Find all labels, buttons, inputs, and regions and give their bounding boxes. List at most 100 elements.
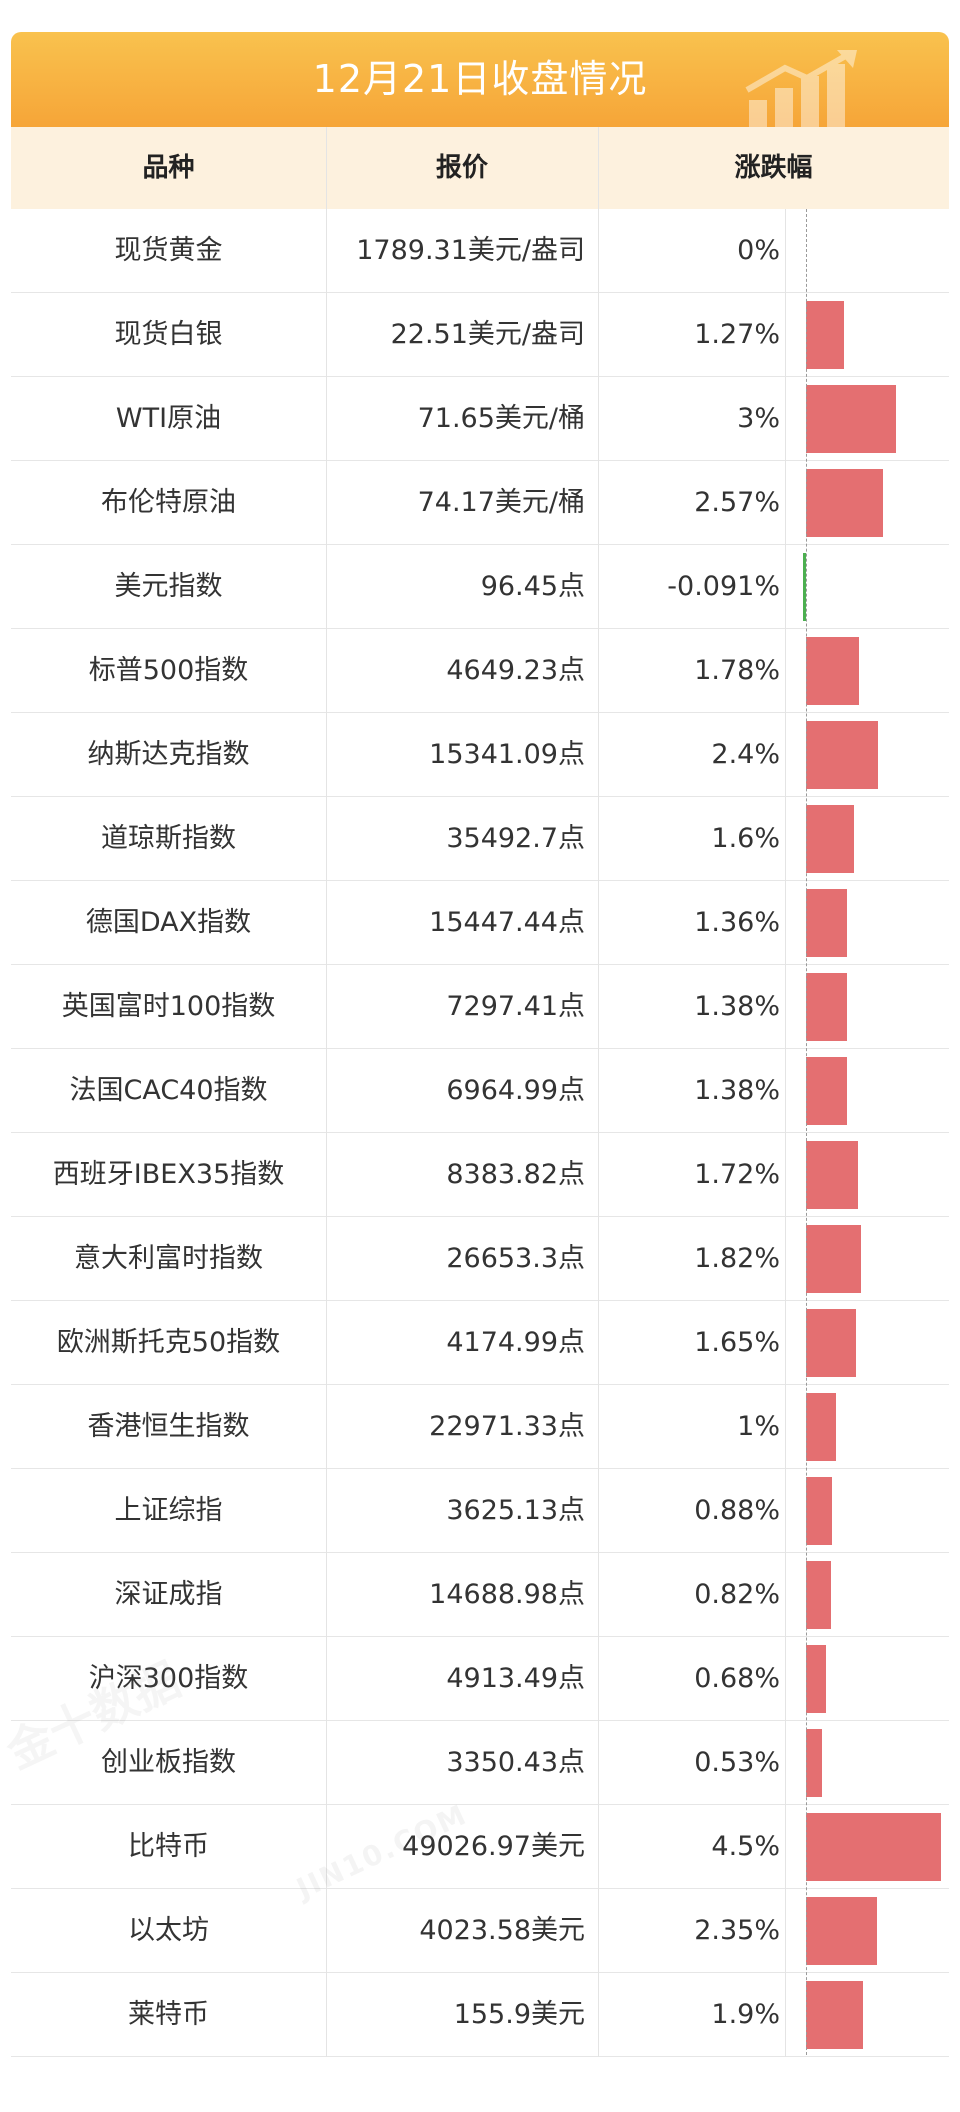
table-row: 莱特币 155.9美元 1.9% [11,1973,949,2057]
row-name: 道琼斯指数 [101,823,236,854]
change-bar [806,301,845,369]
row-divider [11,1216,949,1217]
page-title: 12月21日收盘情况 [312,57,648,101]
row-divider [11,712,949,713]
table-row: 标普500指数 4649.23点 1.78% [11,629,949,713]
change-bar [806,1981,863,2049]
row-change: 1.36% [694,907,780,938]
table-row: 现货白银 22.51美元/盎司 1.27% [11,293,949,377]
row-divider [11,1048,949,1049]
row-change: 2.57% [694,487,780,518]
row-price: 22.51美元/盎司 [390,319,585,350]
row-change: 2.4% [711,739,780,770]
row-divider [11,460,949,461]
row-change: 1.9% [711,1999,780,2030]
row-divider [11,544,949,545]
row-divider [11,628,949,629]
row-divider [11,880,949,881]
row-price: 155.9美元 [453,1999,585,2030]
column-header-price: 报价 [435,153,488,183]
table-row: 道琼斯指数 35492.7点 1.6% [11,797,949,881]
table-header: 品种 报价 涨跌幅 [11,127,949,209]
trend-arrow-icon [745,50,857,127]
row-price: 4649.23点 [446,655,585,686]
table-row: 比特币 49026.97美元 4.5% [11,1805,949,1889]
table-row: 纳斯达克指数 15341.09点 2.4% [11,713,949,797]
row-change: 1.72% [694,1159,780,1190]
change-bar [806,1729,822,1797]
row-name: 德国DAX指数 [85,907,252,938]
row-divider [11,2056,949,2057]
table-row: 现货黄金 1789.31美元/盎司 0% [11,209,949,293]
row-price: 49026.97美元 [402,1831,585,1862]
row-price: 4023.58美元 [419,1915,585,1946]
change-bar [806,973,848,1041]
row-price: 7297.41点 [446,991,585,1022]
change-bar [806,1645,827,1713]
row-name: 布伦特原油 [101,487,236,518]
column-header-name: 品种 [142,153,195,183]
change-bar [806,637,860,705]
row-price: 8383.82点 [446,1159,585,1190]
row-change: 1% [737,1411,780,1442]
row-change: 1.78% [694,655,780,686]
change-bar [806,1897,877,1965]
change-bar [806,1477,833,1545]
row-change: 1.82% [694,1243,780,1274]
row-change: 0.88% [694,1495,780,1526]
table-row: 布伦特原油 74.17美元/桶 2.57% [11,461,949,545]
row-price: 15447.44点 [429,907,585,938]
row-name: 以太坊 [128,1915,209,1946]
change-bar [806,1813,941,1881]
row-divider [11,292,949,293]
change-bar [806,1057,848,1125]
change-bar [803,553,806,621]
row-price: 1789.31美元/盎司 [356,235,585,266]
row-change: -0.091% [667,571,780,602]
row-name: 深证成指 [114,1579,223,1610]
row-name: 纳斯达克指数 [87,739,250,770]
table-row: 深证成指 14688.98点 0.82% [11,1553,949,1637]
row-price: 35492.7点 [446,823,585,854]
column-divider [326,127,327,2057]
row-divider [11,1804,949,1805]
change-bar [806,721,878,789]
data-table: 现货黄金 1789.31美元/盎司 0% 现货白银 22.51美元/盎司 1.27% WTI… [11,209,949,2057]
market-close-card: 12月21日收盘情况 品种 报价 涨跌幅 现货黄金 1789.31美元/盎司 0% 现… [11,32,949,2057]
row-name: 现货黄金 [114,235,223,266]
change-bar [806,1309,856,1377]
table-row: 法国CAC40指数 6964.99点 1.38% [11,1049,949,1133]
column-header-change: 涨跌幅 [734,153,813,183]
row-name: 现货白银 [114,319,223,350]
row-divider [11,376,949,377]
table-row: 美元指数 96.45点 -0.091% [11,545,949,629]
row-change: 3% [737,403,780,434]
zero-axis-line [806,209,807,2057]
row-change: 2.35% [694,1915,780,1946]
column-divider [598,127,599,2057]
table-row: 上证综指 3625.13点 0.88% [11,1469,949,1553]
row-divider [11,1888,949,1889]
row-price: 74.17美元/桶 [417,487,585,518]
row-name: 法国CAC40指数 [69,1075,268,1106]
row-change: 0% [737,235,780,266]
row-name: 比特币 [128,1831,209,1862]
row-name: WTI原油 [115,403,222,434]
row-name: 沪深300指数 [88,1663,249,1694]
row-change: 0.53% [694,1747,780,1778]
change-bar [806,1393,836,1461]
row-divider [11,1552,949,1553]
row-divider [11,1384,949,1385]
row-name: 英国富时100指数 [61,991,276,1022]
row-change: 4.5% [711,1831,780,1862]
row-divider [11,1972,949,1973]
table-row: 沪深300指数 4913.49点 0.68% [11,1637,949,1721]
table-row: 德国DAX指数 15447.44点 1.36% [11,881,949,965]
row-price: 3625.13点 [446,1495,585,1526]
row-price: 22971.33点 [429,1411,585,1442]
row-name: 香港恒生指数 [87,1411,250,1442]
row-name: 莱特币 [128,1999,209,2030]
row-price: 3350.43点 [446,1747,585,1778]
change-bar [806,1225,861,1293]
row-divider [11,1720,949,1721]
